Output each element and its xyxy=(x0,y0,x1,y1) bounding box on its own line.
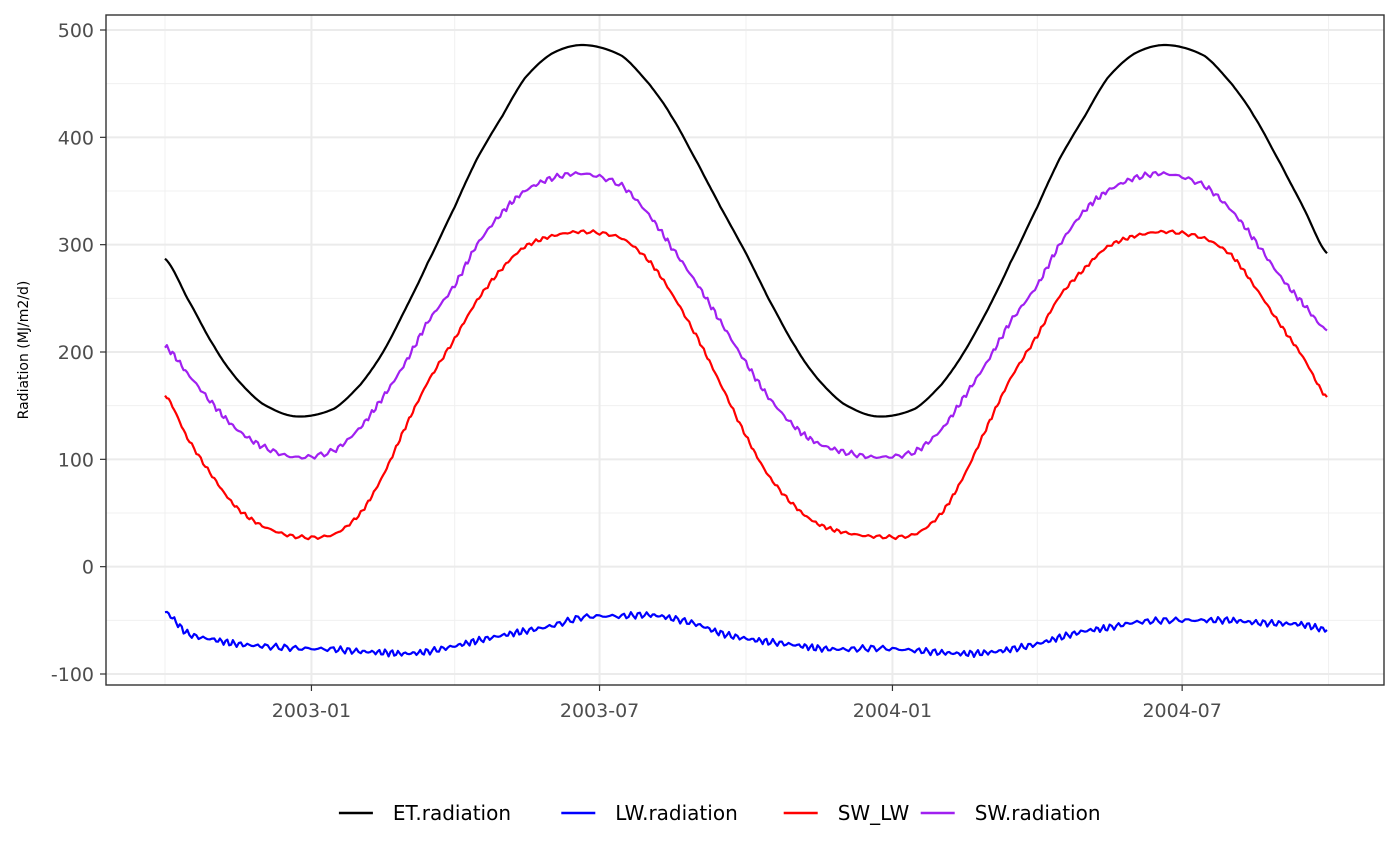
y-axis-title: Radiation (MJ/m2/d) xyxy=(16,281,32,420)
legend: ET.radiation LW.radiation SW_LW SW.radiatio… xyxy=(338,801,1101,825)
series-line-lw-radiation xyxy=(164,610,1328,658)
y-tick-label: 0 xyxy=(82,557,94,579)
y-axis: 500 400 300 200 100 0 -100 xyxy=(51,20,106,686)
legend-label-et-radiation: ET.radiation xyxy=(393,801,511,825)
y-tick-label: 300 xyxy=(58,235,94,257)
y-tick-label: 200 xyxy=(58,342,94,364)
x-tick-label: 2003-01 xyxy=(272,700,351,722)
legend-label-sw-lw: SW_LW xyxy=(838,801,910,825)
y-tick-label: -100 xyxy=(51,664,94,686)
x-tick-label: 2004-01 xyxy=(853,700,932,722)
y-tick-label: 100 xyxy=(58,449,94,471)
grid-major xyxy=(106,15,1384,685)
y-tick-label: 500 xyxy=(58,20,94,42)
grid-minor xyxy=(106,15,1384,685)
plot-background xyxy=(106,15,1384,685)
series-line-sw-radiation xyxy=(164,171,1328,460)
plot-border xyxy=(105,14,1385,686)
y-tick-label: 400 xyxy=(58,127,94,149)
legend-label-sw-radiation: SW.radiation xyxy=(975,801,1101,825)
x-tick-label: 2004-07 xyxy=(1142,700,1221,722)
x-tick-label: 2003-07 xyxy=(560,700,639,722)
series-line-sw-lw xyxy=(164,229,1328,541)
legend-label-lw-radiation: LW.radiation xyxy=(615,801,737,825)
series-line-et-radiation xyxy=(164,43,1328,418)
x-axis: 2003-01 2003-07 2004-01 2004-07 xyxy=(272,685,1222,722)
series-layer xyxy=(164,43,1328,658)
